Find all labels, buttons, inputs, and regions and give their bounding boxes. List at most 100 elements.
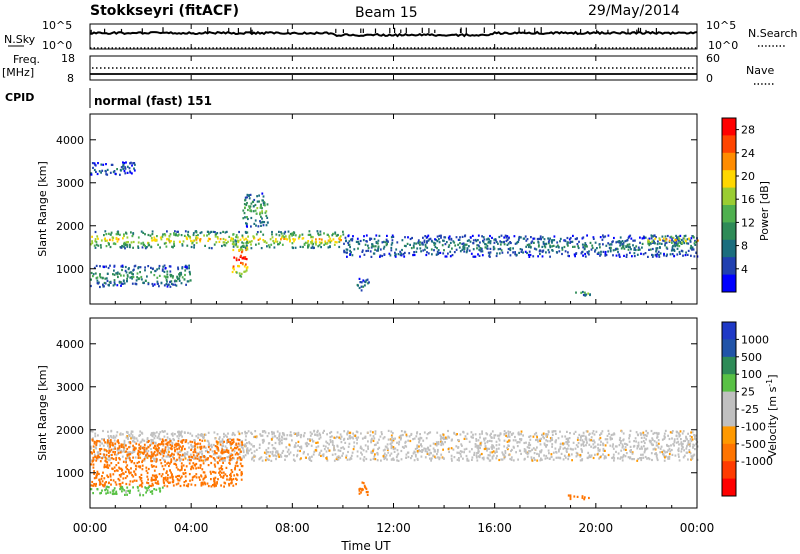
- vel-echo-cell: [195, 467, 197, 470]
- vel-echo-cell: [140, 479, 143, 482]
- vel-echo-cell: [689, 442, 692, 445]
- vel-echo-cell: [419, 450, 421, 453]
- power-echo-cell: [334, 240, 337, 244]
- vel-echo-cell: [218, 459, 221, 462]
- vel-echo-cell: [148, 439, 150, 443]
- power-echo-cell: [394, 255, 397, 258]
- power-echo-cell: [427, 239, 430, 242]
- vel-echo-cell: [150, 443, 153, 446]
- vel-echo-cell: [104, 486, 107, 489]
- power-echo-cell: [111, 163, 114, 166]
- vel-echo-cell: [123, 439, 126, 442]
- power-echo-cell: [555, 245, 558, 248]
- power-echo-cell: [486, 244, 489, 248]
- vel-echo-cell: [551, 433, 554, 436]
- vel-echo-cell: [226, 456, 229, 459]
- power-echo-cell: [308, 230, 311, 233]
- vel-echo-cell: [668, 447, 671, 451]
- power-echo-cell: [93, 168, 96, 172]
- vel-echo-cell: [366, 490, 369, 494]
- power-echo-cell: [210, 247, 213, 250]
- power-echo-cell: [470, 252, 473, 255]
- power-echo-cell: [120, 265, 123, 268]
- vel-echo-cell: [580, 448, 583, 451]
- power-echo-cell: [589, 293, 591, 296]
- vel-echo-cell: [203, 471, 206, 474]
- vel-echo-cell: [178, 474, 181, 477]
- vel-echo-cell: [428, 453, 431, 456]
- vel-echo-cell: [453, 432, 456, 435]
- vel-echo-cell: [359, 446, 362, 450]
- vel-echo-cell: [393, 458, 395, 461]
- power-echo-cell: [416, 247, 419, 250]
- power-echo-cell: [97, 282, 100, 285]
- power-echo-cell: [647, 240, 649, 243]
- vel-echo-cell: [462, 457, 464, 460]
- vel-echo-cell: [471, 436, 474, 439]
- vel-echo-cell: [141, 485, 143, 488]
- vel-echo-cell: [261, 434, 264, 437]
- power-echo-cell: [125, 241, 128, 244]
- vel-echo-cell: [180, 430, 183, 433]
- vel-echo-cell: [232, 478, 235, 481]
- vel-echo-cell: [115, 456, 118, 459]
- power-echo-cell: [619, 244, 621, 247]
- power-echo-cell: [500, 234, 503, 237]
- power-echo-cell: [584, 291, 586, 294]
- power-echo-cell: [412, 244, 415, 247]
- power-echo-cell: [671, 246, 674, 249]
- vel-echo-cell: [222, 442, 224, 445]
- power-echo-cell: [122, 274, 125, 277]
- power-echo-cell: [90, 271, 93, 275]
- vel-echo-cell: [99, 449, 102, 452]
- vel-echo-cell: [584, 435, 587, 438]
- power-echo-cell: [95, 243, 98, 246]
- vel-echo-cell: [214, 471, 217, 474]
- vel-echo-cell: [191, 478, 194, 482]
- power-echo-cell: [687, 249, 690, 252]
- vel-echo-cell: [270, 459, 273, 462]
- vel-echo-cell: [150, 460, 152, 463]
- vel-echo-cell: [101, 480, 104, 483]
- power-echo-cell: [126, 277, 128, 280]
- vel-echo-cell: [132, 446, 135, 449]
- vel-echo-cell: [471, 448, 473, 451]
- power-echo-cell: [147, 242, 150, 245]
- power-echo-cell: [140, 242, 143, 245]
- power-echo-cell: [627, 248, 630, 251]
- vel-echo-cell: [237, 442, 240, 445]
- vel-echo-cell: [363, 436, 366, 439]
- power-echo-cell: [379, 254, 382, 257]
- vel-echo-cell: [102, 471, 104, 474]
- vel-echo-cell: [235, 462, 238, 465]
- vel-echo-cell: [333, 459, 336, 462]
- vel-echo-cell: [200, 434, 203, 437]
- power-echo-cell: [518, 237, 520, 240]
- power-echo-cell: [594, 241, 597, 244]
- power-echo-cell: [469, 236, 472, 239]
- vel-echo-cell: [174, 459, 177, 462]
- power-echo-cell: [235, 242, 238, 245]
- power-echo-cell: [533, 241, 535, 244]
- vel-echo-cell: [202, 433, 204, 436]
- vel-echo-cell: [221, 451, 223, 454]
- vel-echo-cell: [426, 451, 429, 454]
- power-echo-cell: [358, 242, 361, 246]
- power-echo-cell: [435, 253, 438, 256]
- power-echo-cell: [271, 236, 274, 239]
- vel-echo-cell: [416, 450, 419, 453]
- power-echo-cell: [357, 247, 359, 250]
- vel-echo-cell: [191, 465, 194, 468]
- vel-echo-cell: [228, 478, 231, 481]
- power-echo-cell: [538, 237, 541, 240]
- power-echo-cell: [578, 240, 580, 243]
- vel-echo-cell: [235, 447, 238, 450]
- vel-echo-cell: [689, 435, 692, 438]
- vel-echo-cell: [351, 451, 354, 454]
- vel-echo-cell: [105, 453, 108, 456]
- vel-echo-cell: [223, 449, 226, 452]
- power-echo-cell: [451, 247, 453, 250]
- vel-echo-cell: [90, 463, 93, 466]
- power-echo-cell: [155, 238, 158, 241]
- vel-echo-cell: [599, 436, 602, 440]
